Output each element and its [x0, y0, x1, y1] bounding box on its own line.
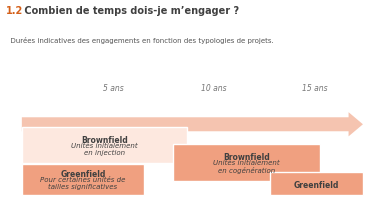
Text: Combien de temps dois-je m’engager ?: Combien de temps dois-je m’engager ? — [21, 6, 239, 16]
Bar — [173, 144, 320, 181]
Bar — [22, 164, 144, 195]
Bar — [270, 172, 363, 195]
Text: 15 ans: 15 ans — [302, 84, 327, 93]
Text: 10 ans: 10 ans — [201, 84, 227, 93]
Text: Greenfield: Greenfield — [60, 169, 105, 178]
Text: Unités initialement: Unités initialement — [213, 159, 279, 165]
Polygon shape — [22, 113, 363, 137]
Text: Greenfield: Greenfield — [294, 180, 339, 189]
Text: Brownfield: Brownfield — [223, 152, 270, 161]
Text: Pour certaines unités de: Pour certaines unités de — [40, 176, 126, 182]
Text: tailles significatives: tailles significatives — [48, 183, 117, 189]
Text: 1.2: 1.2 — [6, 6, 23, 16]
Text: Brownfield: Brownfield — [81, 135, 128, 144]
Text: 5 ans: 5 ans — [103, 84, 124, 93]
Text: en cogénération: en cogénération — [218, 166, 275, 173]
Bar — [22, 128, 187, 163]
Text: Durées indicatives des engagements en fonction des typologies de projets.: Durées indicatives des engagements en fo… — [6, 37, 273, 44]
Text: Unités initialement: Unités initialement — [71, 142, 138, 148]
Text: en injection: en injection — [84, 149, 125, 155]
